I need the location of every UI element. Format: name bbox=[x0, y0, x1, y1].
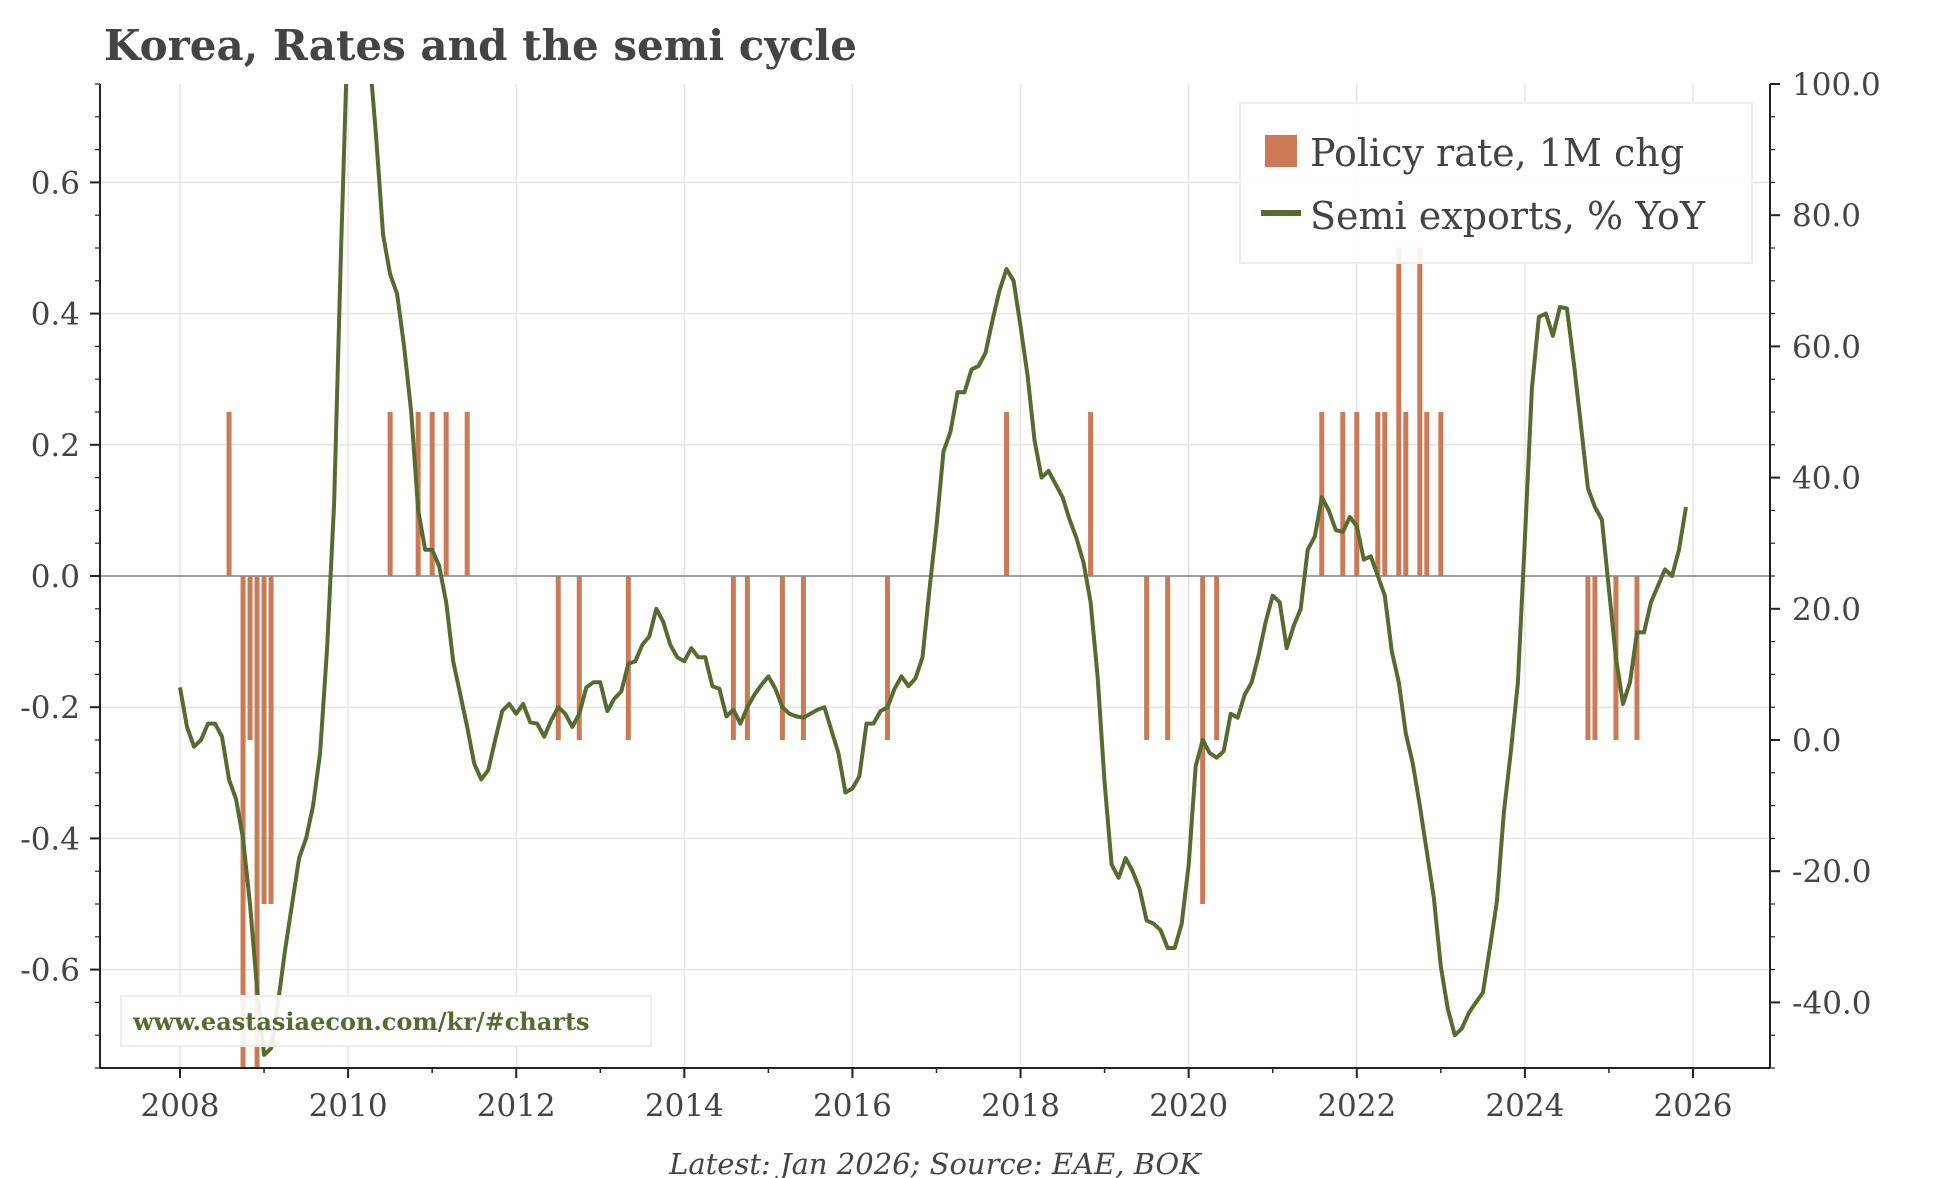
legend-label-semi-exports: Semi exports, % YoY bbox=[1310, 194, 1706, 238]
left-y-tick-label: -0.4 bbox=[20, 821, 80, 857]
policy-rate-bar bbox=[730, 576, 736, 740]
policy-rate-bar bbox=[1354, 412, 1360, 576]
x-tick-label: 2020 bbox=[1149, 1088, 1228, 1124]
legend-bar-swatch bbox=[1265, 135, 1297, 167]
x-tick-label: 2010 bbox=[309, 1088, 388, 1124]
right-y-tick-label: -20.0 bbox=[1792, 854, 1872, 890]
x-tick-label: 2016 bbox=[813, 1088, 892, 1124]
policy-rate-bar bbox=[226, 412, 232, 576]
x-tick-label: 2026 bbox=[1654, 1088, 1733, 1124]
x-tick-label: 2024 bbox=[1485, 1088, 1564, 1124]
right-y-tick-label: 40.0 bbox=[1792, 461, 1861, 497]
right-y-tick-label: -40.0 bbox=[1792, 985, 1872, 1021]
watermark-text: www.eastasiaecon.com/kr/#charts bbox=[132, 1007, 590, 1036]
axes: 2008 2010 2012 2014 2016 2018 2020 2022 2024 2026… bbox=[20, 67, 1881, 1124]
x-tick-label: 2018 bbox=[981, 1088, 1060, 1124]
watermark-box bbox=[120, 995, 652, 1047]
policy-rate-bar bbox=[1634, 576, 1640, 740]
policy-rate-bar bbox=[1585, 576, 1591, 740]
x-tick-label: 2012 bbox=[477, 1088, 556, 1124]
policy-rate-bar bbox=[261, 576, 267, 904]
right-y-tick-label: 80.0 bbox=[1792, 198, 1861, 234]
policy-rate-bar bbox=[1382, 412, 1388, 576]
x-tick-label: 2022 bbox=[1317, 1088, 1396, 1124]
policy-rate-bar bbox=[884, 576, 890, 740]
policy-rate-bar bbox=[464, 412, 470, 576]
footnote: Latest: Jan 2026; Source: EAE, BOK bbox=[668, 1147, 1203, 1178]
line-series-semi-exports bbox=[178, 84, 1688, 1057]
left-y-tick-label: 0.4 bbox=[31, 297, 80, 333]
policy-rate-bar bbox=[576, 576, 582, 740]
policy-rate-bar bbox=[1088, 412, 1094, 576]
left-y-tick-label: 0.2 bbox=[31, 428, 80, 464]
policy-rate-bar bbox=[443, 412, 449, 576]
policy-rate-bar bbox=[555, 576, 561, 740]
policy-rate-bar bbox=[625, 576, 631, 740]
policy-rate-bar bbox=[1438, 412, 1444, 576]
legend: Policy rate, 1M chg Semi exports, % YoY bbox=[1239, 102, 1753, 264]
left-y-tick-label: -0.6 bbox=[20, 953, 80, 989]
policy-rate-bar bbox=[254, 576, 260, 1068]
right-y-tick-label: 20.0 bbox=[1792, 592, 1861, 628]
policy-rate-bar bbox=[1004, 412, 1010, 576]
policy-rate-bar bbox=[1340, 412, 1346, 576]
policy-rate-bar bbox=[1403, 412, 1409, 576]
policy-rate-bar bbox=[1165, 576, 1171, 740]
policy-rate-bar bbox=[387, 412, 393, 576]
legend-box bbox=[1239, 102, 1753, 264]
watermark: www.eastasiaecon.com/kr/#charts bbox=[120, 995, 652, 1047]
policy-rate-bar bbox=[1144, 576, 1150, 740]
policy-rate-bar bbox=[744, 576, 750, 740]
legend-line-swatch bbox=[1261, 210, 1301, 216]
legend-label-policy-rate: Policy rate, 1M chg bbox=[1310, 131, 1684, 175]
left-y-tick-label: -0.2 bbox=[20, 690, 80, 726]
policy-rate-bar bbox=[1592, 576, 1598, 740]
policy-rate-bar bbox=[1214, 576, 1220, 740]
policy-rate-bar bbox=[240, 576, 246, 1068]
left-y-tick-label: 0.0 bbox=[31, 559, 80, 595]
policy-rate-bar bbox=[1396, 248, 1402, 576]
policy-rate-bar bbox=[800, 576, 806, 740]
policy-rate-bar bbox=[1375, 412, 1381, 576]
right-y-tick-label: 60.0 bbox=[1792, 329, 1861, 365]
policy-rate-bar bbox=[1417, 248, 1423, 576]
policy-rate-bar bbox=[1424, 412, 1430, 576]
x-tick-label: 2014 bbox=[645, 1088, 724, 1124]
policy-rate-bar bbox=[247, 576, 253, 740]
policy-rate-bar bbox=[429, 412, 435, 576]
x-tick-label: 2008 bbox=[141, 1088, 220, 1124]
right-y-tick-label: 100.0 bbox=[1792, 67, 1881, 103]
policy-rate-bar bbox=[779, 576, 785, 740]
chart-title: Korea, Rates and the semi cycle bbox=[104, 21, 857, 70]
policy-rate-bar bbox=[1319, 412, 1325, 576]
right-y-tick-label: 0.0 bbox=[1792, 723, 1841, 759]
left-y-tick-label: 0.6 bbox=[31, 165, 80, 201]
policy-rate-bar bbox=[268, 576, 274, 904]
